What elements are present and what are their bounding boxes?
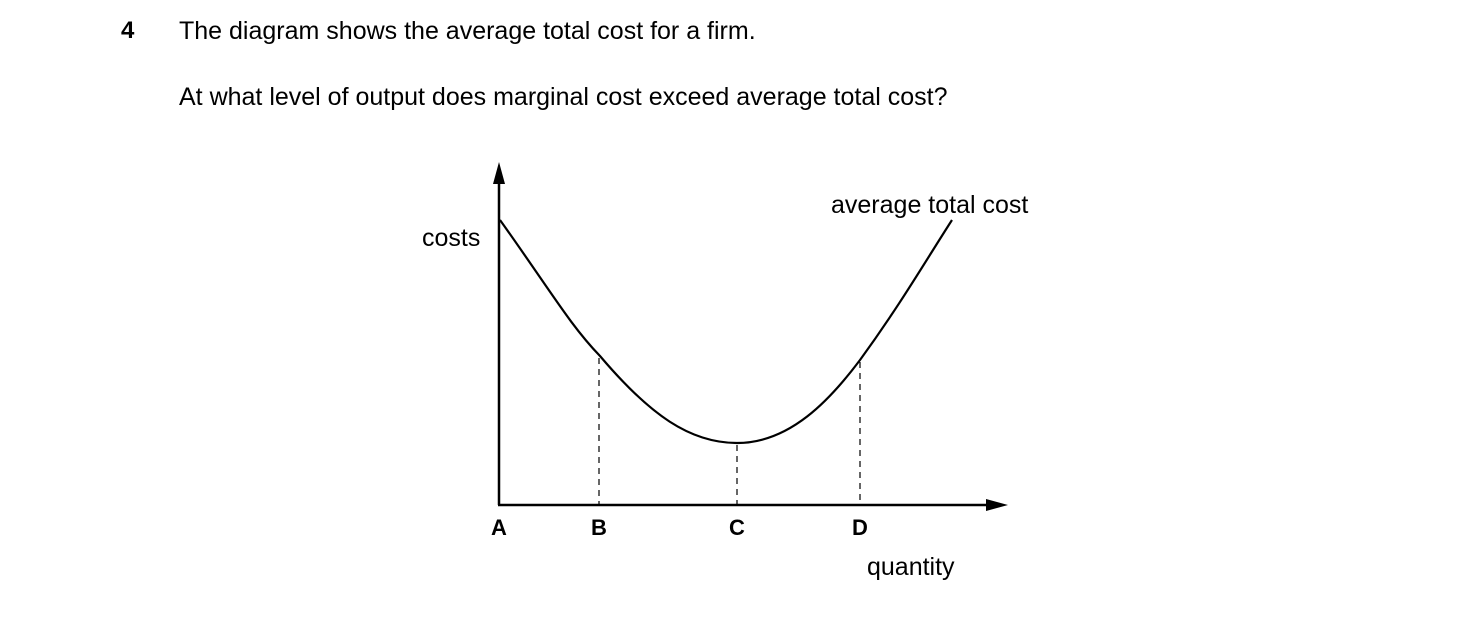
x-axis-arrow xyxy=(986,499,1008,511)
curve-label: average total cost xyxy=(831,191,1028,219)
average-total-cost-curve xyxy=(499,219,953,445)
y-axis-arrow xyxy=(493,162,505,184)
question-prompt: At what level of output does marginal co… xyxy=(179,83,948,111)
point-label-a: A xyxy=(491,515,507,540)
y-axis-label: costs xyxy=(422,224,480,252)
question-text: The diagram shows the average total cost… xyxy=(179,17,756,45)
point-label-d: D xyxy=(852,515,868,540)
point-label-c: C xyxy=(729,515,745,540)
point-label-b: B xyxy=(591,515,607,540)
question-number: 4 xyxy=(121,17,135,44)
x-axis-label: quantity xyxy=(867,553,955,581)
